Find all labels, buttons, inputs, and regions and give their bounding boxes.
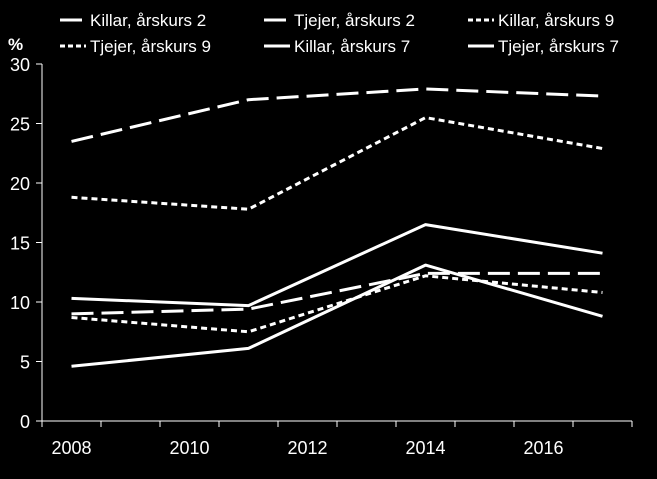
axes: 0 5 10 15 20 25 30 2008 2010 2012 2014 2016: [10, 55, 633, 458]
series-line-4: [71, 116, 603, 211]
y-tick-label: 20: [10, 174, 30, 194]
y-tick-label: 15: [10, 234, 30, 254]
legend-label-5: Killar, årskurs 7: [294, 37, 410, 56]
series-line-6: [71, 223, 603, 308]
x-tick-label: 2014: [405, 438, 445, 458]
x-tick-label: 2012: [287, 438, 327, 458]
legend-label-2: Tjejer, årskurs 2: [294, 11, 415, 30]
series-line-5: [71, 263, 603, 368]
x-tick-label: 2016: [523, 438, 563, 458]
y-tick-label: 10: [10, 293, 30, 313]
legend-label-3: Killar, årskurs 9: [498, 11, 614, 30]
x-tick-label: 2010: [169, 438, 209, 458]
y-tick-label: 0: [20, 412, 30, 432]
y-tick-label: 30: [10, 55, 30, 75]
y-axis-label: %: [8, 35, 23, 54]
legend: Killar, årskurs 2 Tjejer, årskurs 2 Killar…: [60, 11, 619, 56]
series-line-3: [71, 274, 603, 334]
y-tick-label: 5: [20, 353, 30, 373]
x-tick-label: 2008: [51, 438, 91, 458]
legend-label-1: Killar, årskurs 2: [90, 11, 206, 30]
y-tick-label: 25: [10, 115, 30, 135]
legend-label-4: Tjejer, årskurs 9: [90, 37, 211, 56]
series-line-2: [71, 87, 603, 143]
series-group: [71, 87, 603, 368]
legend-label-6: Tjejer, årskurs 7: [498, 37, 619, 56]
